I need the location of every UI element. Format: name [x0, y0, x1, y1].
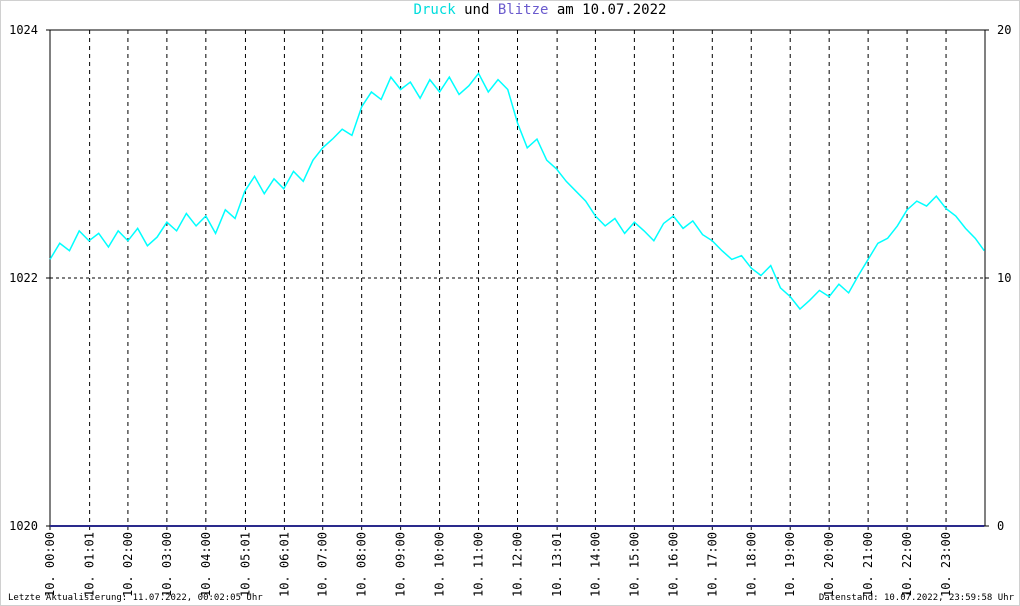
y-tick-label: 1024 [9, 23, 38, 37]
x-tick-label: 10. 10:00 [433, 532, 447, 597]
x-tick-label: 10. 20:00 [822, 532, 836, 597]
title-connector: und [464, 2, 489, 18]
footer-left: Letzte Aktualisierung: 11.07.2022, 00:02… [8, 593, 263, 603]
x-tick-label: 10. 13:01 [550, 532, 564, 597]
x-tick-label: 10. 03:00 [160, 532, 174, 597]
y2-tick-label: 20 [997, 23, 1011, 37]
x-tick-label: 10. 18:00 [744, 532, 758, 597]
x-tick-label: 10. 09:00 [394, 532, 408, 597]
x-tick-label: 10. 16:00 [666, 532, 680, 597]
x-tick-label: 10. 02:00 [121, 532, 135, 597]
y2-tick-label: 0 [997, 519, 1004, 533]
x-tick-label: 10. 06:01 [277, 532, 291, 597]
x-tick-label: 10. 22:00 [900, 532, 914, 597]
x-tick-label: 10. 15:00 [627, 532, 641, 597]
x-tick-label: 10. 08:00 [355, 532, 369, 597]
x-tick-label: 10. 21:00 [861, 532, 875, 597]
x-tick-label: 10. 14:00 [588, 532, 602, 597]
x-tick-label: 10. 12:00 [511, 532, 525, 597]
title-series-1: Druck [414, 2, 457, 18]
x-tick-label: 10. 01:01 [83, 532, 97, 597]
x-tick-label: 10. 19:00 [783, 532, 797, 597]
x-tick-label: 10. 04:00 [199, 532, 213, 597]
title-series-2: Blitze [498, 2, 549, 18]
footer-right: Datenstand: 10.07.2022, 23:59:58 Uhr [819, 593, 1015, 603]
y-tick-label: 1022 [9, 271, 38, 285]
x-tick-label: 10. 05:01 [238, 532, 252, 597]
x-tick-label: 10. 00:00 [43, 532, 57, 597]
x-tick-label: 10. 07:00 [316, 532, 330, 597]
chart-title: Druck und Blitze am 10.07.2022 [414, 2, 667, 18]
title-date: am 10.07.2022 [557, 2, 667, 18]
x-tick-label: 10. 17:00 [705, 532, 719, 597]
data-line [49, 72, 985, 311]
x-tick-label: 10. 23:00 [939, 532, 953, 597]
y2-tick-label: 10 [997, 271, 1011, 285]
y-tick-label: 1020 [9, 519, 38, 533]
x-tick-label: 10. 11:00 [472, 532, 486, 597]
